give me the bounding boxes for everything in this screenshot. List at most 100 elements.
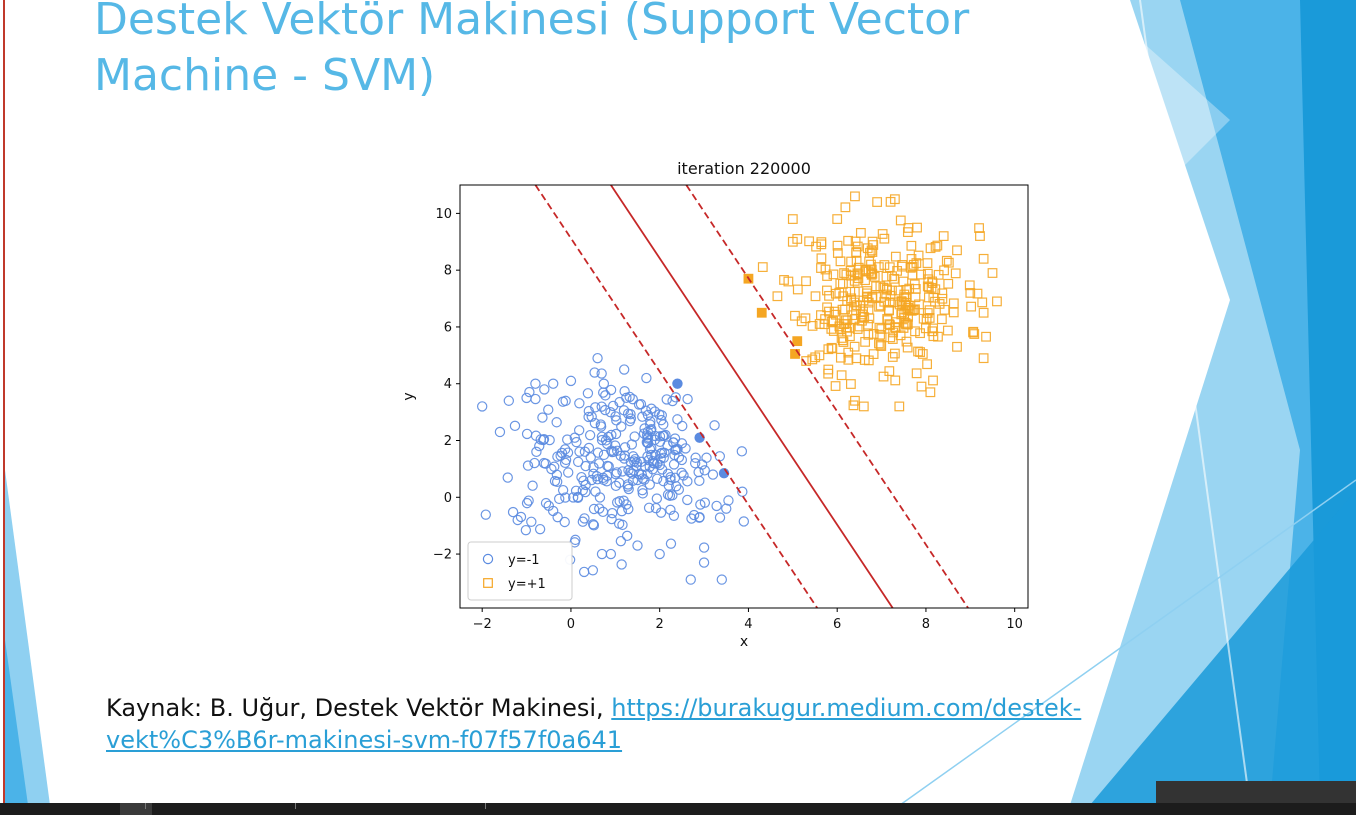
data-point-positive <box>858 306 869 317</box>
data-point-negative <box>589 367 600 378</box>
data-point-negative <box>625 467 636 478</box>
data-point-positive <box>895 215 906 226</box>
data-point-positive <box>820 314 830 324</box>
data-point-negative <box>546 463 557 475</box>
slide-title-line-2: Machine - SVM) <box>94 50 436 101</box>
data-point-negative <box>669 449 680 461</box>
y-tick-label: 6 <box>444 320 452 335</box>
data-point-negative <box>521 392 532 404</box>
data-point-negative <box>617 466 628 477</box>
data-point-positive <box>925 387 936 398</box>
data-point-negative <box>570 534 581 546</box>
data-point-positive <box>907 261 918 272</box>
data-point-positive <box>826 324 837 334</box>
bottom-bar <box>0 803 1356 815</box>
data-point-positive <box>915 347 926 357</box>
data-point-negative <box>629 431 640 442</box>
data-point-negative <box>512 514 523 526</box>
data-point-positive <box>830 381 841 391</box>
data-point-positive <box>871 292 882 302</box>
data-point-positive <box>928 323 939 334</box>
data-point-positive <box>974 223 984 233</box>
data-point-positive <box>859 355 870 365</box>
data-point-negative <box>563 467 574 478</box>
data-point-positive <box>839 268 850 278</box>
player-overlay <box>1156 781 1356 805</box>
data-point-positive <box>757 262 768 272</box>
data-point-negative <box>603 461 614 472</box>
data-point-negative <box>723 495 734 506</box>
data-point-positive <box>867 247 878 257</box>
data-point-positive <box>850 236 861 247</box>
data-point-negative <box>530 378 541 389</box>
legend-label: y=-1 <box>508 553 540 568</box>
data-point-negative <box>534 523 546 535</box>
data-point-negative <box>678 470 689 481</box>
data-point-negative <box>494 426 506 438</box>
data-point-negative <box>608 446 620 457</box>
x-tick-label: 2 <box>656 617 664 632</box>
data-point-positive <box>868 328 879 339</box>
data-point-positive <box>796 316 807 327</box>
data-point-negative <box>562 434 573 445</box>
data-point-negative <box>622 481 634 492</box>
data-point-negative <box>671 481 682 492</box>
data-point-negative <box>665 504 676 516</box>
data-point-positive <box>864 256 875 267</box>
data-point-negative <box>658 452 669 463</box>
data-point-positive <box>978 253 989 264</box>
data-point-negative <box>557 396 569 407</box>
data-point-negative <box>544 434 555 446</box>
data-point-positive <box>792 284 803 295</box>
data-point-negative <box>688 509 700 521</box>
data-point-negative <box>579 446 591 457</box>
data-point-negative <box>699 465 710 476</box>
data-point-positive <box>846 256 857 267</box>
data-point-negative <box>676 438 688 449</box>
data-point-negative <box>663 480 674 491</box>
data-point-negative <box>610 480 622 492</box>
data-point-positive <box>936 314 947 325</box>
legend-label: y=+1 <box>508 577 546 592</box>
data-point-positive <box>871 281 881 292</box>
data-point-positive <box>975 231 985 241</box>
data-point-negative <box>552 511 563 523</box>
data-point-negative <box>682 476 693 487</box>
data-point-negative <box>585 452 596 463</box>
data-point-positive <box>917 349 928 359</box>
data-point-positive <box>950 268 961 279</box>
data-point-positive <box>923 292 934 303</box>
data-point-positive <box>826 342 837 353</box>
data-point-negative <box>707 469 719 480</box>
data-point-negative <box>549 461 560 472</box>
data-point-positive <box>863 266 874 277</box>
support-vector <box>672 378 683 389</box>
data-point-positive <box>910 292 921 303</box>
data-point-positive <box>828 269 839 280</box>
data-point-positive <box>884 366 895 377</box>
data-point-positive <box>938 231 949 242</box>
data-point-negative <box>614 396 625 408</box>
data-point-positive <box>883 304 894 315</box>
data-point-positive <box>881 271 892 282</box>
source-link[interactable]: https://burakugur.medium.com/destek-vekt… <box>106 694 1082 754</box>
data-point-negative <box>673 484 685 495</box>
data-point-positive <box>899 292 909 303</box>
data-point-negative <box>582 388 594 399</box>
data-point-positive <box>926 282 937 293</box>
data-point-negative <box>584 429 596 441</box>
data-point-negative <box>507 506 519 518</box>
data-point-positive <box>952 245 962 256</box>
data-point-negative <box>610 468 621 480</box>
data-point-positive <box>843 235 854 246</box>
data-point-positive <box>942 325 953 336</box>
data-point-negative <box>625 456 637 468</box>
data-point-negative <box>569 432 581 443</box>
data-point-positive <box>822 271 832 281</box>
data-point-negative <box>623 503 634 515</box>
data-point-negative <box>637 488 648 499</box>
data-point-negative <box>560 492 571 503</box>
data-point-negative <box>651 493 663 504</box>
